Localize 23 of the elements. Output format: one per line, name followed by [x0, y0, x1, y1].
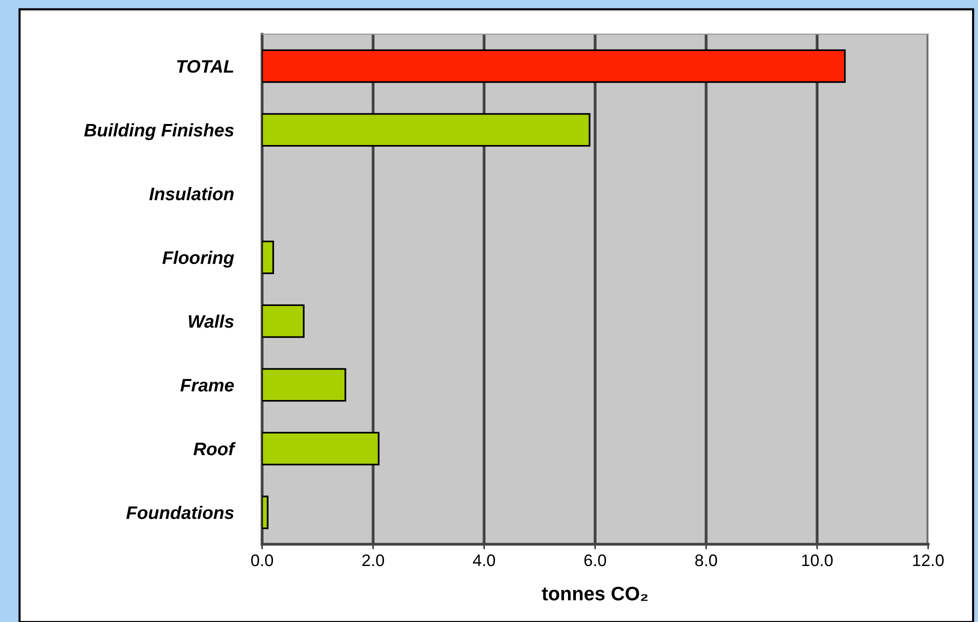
bar	[262, 368, 346, 402]
y-tick-label: Building Finishes	[84, 123, 234, 140]
x-tick-label: 2.0	[362, 554, 384, 566]
y-tick-label: Walls	[188, 314, 234, 328]
x-tick-label: 12.0	[913, 554, 944, 566]
bar	[262, 432, 380, 466]
x-tick-label: 6.0	[584, 554, 606, 566]
x-tick-label: 10.0	[802, 554, 833, 566]
bar	[262, 113, 590, 147]
y-tick-label: Flooring	[162, 250, 234, 268]
y-tick-label: Frame	[180, 378, 234, 392]
bar	[262, 496, 268, 530]
bar	[262, 49, 846, 83]
x-tick-label: 4.0	[472, 554, 496, 566]
x-tick-label: 0.0	[251, 554, 274, 566]
y-tick-label: Insulation	[149, 187, 234, 200]
y-tick-label: Foundations	[126, 506, 234, 520]
x-axis-title: tonnes CO₂	[542, 586, 648, 601]
bar	[262, 304, 305, 338]
x-tick-label: 8.0	[695, 554, 718, 566]
y-tick-label: TOTAL	[177, 60, 234, 73]
y-tick-label: Roof	[194, 442, 236, 456]
bar	[262, 240, 274, 274]
